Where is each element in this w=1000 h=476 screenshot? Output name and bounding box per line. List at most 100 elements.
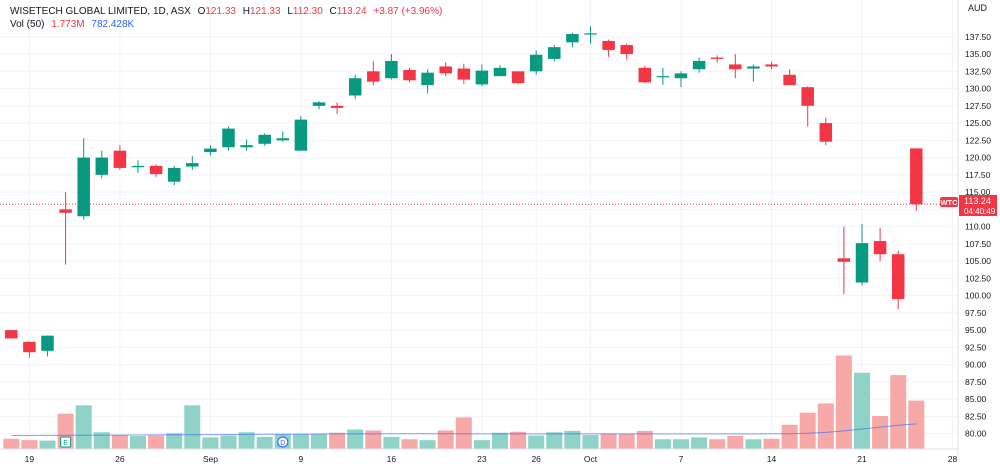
candle-body: [620, 45, 633, 55]
candle-body: [23, 341, 36, 353]
candle-body: [403, 69, 416, 81]
ticker-badge-text: WTC: [940, 198, 958, 207]
candle-body: [294, 119, 308, 151]
dividend-marker-circle: [277, 436, 289, 448]
earnings-marker[interactable]: E: [60, 436, 72, 448]
volume-bar: [654, 439, 671, 449]
symbol-legend[interactable]: WISETECH GLOBAL LIMITED, 1D, ASX O 121.33…: [10, 5, 446, 18]
open-label: O: [197, 6, 206, 17]
close-label: C: [329, 6, 337, 17]
time-tick-label: 26: [115, 454, 125, 464]
volume-bar: [75, 405, 92, 449]
price-tick-label: 117.50: [965, 170, 991, 180]
volume-bar: [256, 436, 273, 449]
volume-bar: [546, 432, 563, 449]
candle-body: [59, 209, 72, 213]
price-tick-label: 102.50: [965, 273, 991, 283]
volume-title[interactable]: Vol (50): [10, 19, 45, 30]
candle-body: [457, 68, 471, 80]
price-tick-label: 127.50: [965, 101, 991, 111]
marker-label: D: [280, 440, 285, 447]
price-tick-label: 87.50: [965, 377, 987, 387]
time-tick-label: Oct: [584, 454, 598, 464]
volume-bar: [564, 430, 581, 449]
candle-body: [638, 67, 652, 83]
volume-bar: [311, 434, 327, 449]
candle-body: [566, 34, 579, 43]
price-axis[interactable]: 80.00 82.50 85.00 87.50 90.00 92.50 95.00 97.50…: [965, 32, 991, 439]
volume-ma-value: 782.428K: [91, 19, 135, 30]
volume-bar: [510, 431, 527, 449]
volume-bar: [347, 429, 364, 449]
volume-bar: [238, 432, 255, 449]
price-tick-label: 92.50: [965, 342, 987, 352]
candle-body: [276, 138, 290, 141]
candle-body: [656, 76, 670, 78]
candle-body: [77, 157, 90, 217]
symbol-title[interactable]: WISETECH GLOBAL LIMITED, 1D, ASX: [10, 6, 191, 17]
volume-legend[interactable]: Vol (50) 1.773M 782.428K: [10, 18, 138, 31]
candle-body: [312, 102, 326, 106]
time-tick-label: 7: [679, 454, 684, 464]
volume-ma-line: [11, 423, 917, 436]
volume-bar: [166, 433, 183, 449]
volume-bar: [673, 439, 689, 449]
candle-body: [891, 254, 905, 300]
close-value: 113.24: [336, 6, 367, 17]
candle-body: [855, 243, 869, 283]
currency-label[interactable]: AUD: [968, 3, 988, 13]
volume-bar: [709, 439, 726, 449]
time-axis[interactable]: 19 26 Sep 9 16 23 26 Oct 7 14 21 28: [25, 454, 958, 464]
candle-body: [729, 64, 742, 70]
candle-body: [910, 148, 923, 205]
time-tick-label: 26: [531, 454, 541, 464]
candle-body: [367, 71, 380, 82]
volume-bar: [383, 436, 400, 449]
candle-body: [41, 335, 54, 351]
candle-body: [511, 71, 525, 84]
volume-bar: [817, 403, 834, 449]
time-tick-label: 28: [948, 454, 958, 464]
candle-body: [385, 60, 398, 79]
candle-body: [348, 78, 362, 96]
candle-body: [186, 163, 199, 167]
price-tick-label: 100.00: [965, 291, 991, 301]
candle-body: [493, 67, 507, 77]
candle-body: [548, 47, 561, 59]
price-tick-label: 80.00: [965, 429, 987, 439]
candle-body: [149, 165, 163, 175]
volume-bar: [618, 434, 635, 449]
volume-bar: [528, 435, 545, 449]
candle-body: [258, 134, 271, 144]
candlesticks[interactable]: [5, 26, 923, 358]
change-value: +3.87 (+3.96%): [373, 6, 443, 17]
volume-bar: [21, 440, 38, 449]
candle-body: [439, 66, 452, 74]
price-badge-value: 113.24: [964, 196, 991, 206]
high-value: 121.33: [249, 6, 281, 17]
price-badge-countdown: 04:40:49: [964, 207, 996, 216]
volume-bar: [93, 432, 110, 449]
volume-bar: [473, 440, 490, 449]
price-tick-label: 135.00: [965, 49, 991, 59]
dividend-marker[interactable]: D: [277, 436, 289, 448]
candle-body: [819, 123, 833, 142]
volume-bar: [419, 440, 436, 449]
volume-bar: [781, 424, 798, 449]
volume-bar: [582, 435, 599, 449]
candle-body: [765, 64, 778, 67]
volume-bar: [636, 430, 653, 449]
candle-body: [222, 128, 235, 148]
price-tick-label: 125.00: [965, 118, 991, 128]
volume-bars: [3, 355, 925, 449]
price-badge: [959, 195, 997, 216]
volume-bar: [455, 417, 472, 449]
volume-bar: [727, 435, 744, 449]
volume-bar: [329, 432, 346, 449]
candle-body: [475, 70, 489, 85]
ticker-badge: [940, 197, 958, 207]
price-tick-label: 90.00: [965, 360, 987, 370]
volume-bar: [111, 435, 128, 449]
